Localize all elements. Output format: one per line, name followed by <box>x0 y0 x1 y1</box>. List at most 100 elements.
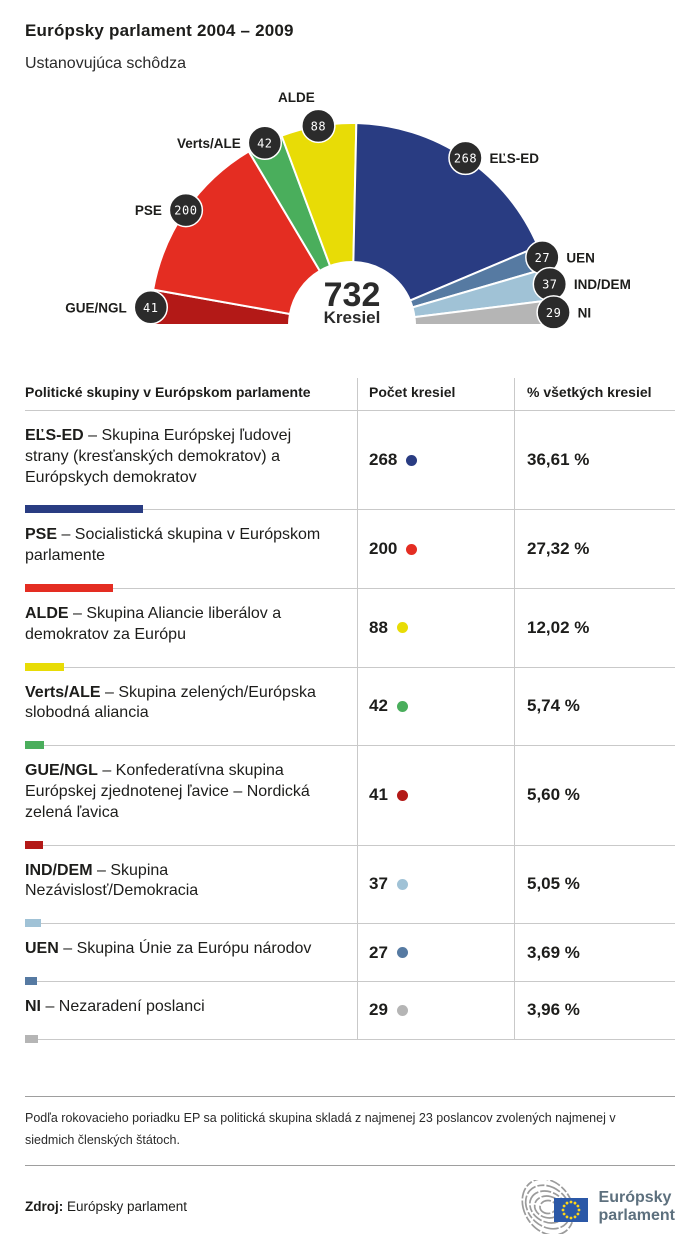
seat-badge-value: 29 <box>546 306 561 320</box>
table-row-UEN: UEN – Skupina Únie za Európu národov 27 3,… <box>25 924 675 985</box>
star-dot <box>573 1215 576 1218</box>
seats-cell: 88 <box>357 588 514 667</box>
page-subtitle: Ustanovujúca schôdza <box>25 55 186 72</box>
star-dot <box>562 1212 566 1215</box>
seats-cell: 200 <box>357 510 514 588</box>
chart-segments <box>148 122 556 326</box>
seat-badge-Verts/ALE <box>247 125 283 161</box>
source-line: Zdroj: Európsky parlament <box>25 1199 187 1214</box>
group-name: Verts/ALE – Skupina zelených/Európska sl… <box>25 683 316 722</box>
seat-badge-NI <box>536 295 571 330</box>
group-name: UEN – Skupina Únie za Európu národov <box>25 940 312 958</box>
share-bar <box>25 741 44 750</box>
group-code: IND/DEM <box>25 861 93 879</box>
total-seats-label: Kresiel <box>324 308 381 327</box>
color-dot <box>406 454 418 466</box>
table-row-EĽS-ED: EĽS-ED – Skupina Európskej ľudovej stran… <box>25 411 675 514</box>
group-code: NI <box>25 997 41 1015</box>
percent-value: 36,61 % <box>514 411 675 510</box>
table-row-GUE/NGL: GUE/NGL – Konfederatívna skupina Európsk… <box>25 746 675 849</box>
header-block: Európsky parlament 2004 – 2009 Ustanovuj… <box>0 0 700 73</box>
seat-count: 37 <box>369 874 388 894</box>
group-code: Verts/ALE <box>25 683 101 701</box>
groups-table: Politické skupiny v Európskom parlamente… <box>25 378 675 1043</box>
seat-badge-value: 42 <box>257 136 272 150</box>
seat-count: 42 <box>369 696 388 716</box>
source-value: Európsky parlament <box>63 1199 188 1214</box>
seats-cell: 42 <box>357 667 514 746</box>
group-name: EĽS-ED – Skupina Európskej ľudovej stran… <box>25 427 292 486</box>
share-bar <box>25 976 37 985</box>
star-dot <box>565 1201 568 1204</box>
group-code: EĽS-ED <box>25 427 84 444</box>
chart-group-labels: GUE/NGL PSE Verts/ALE ALDE EĽS-ED UEN IND/DEM N… <box>65 90 631 320</box>
group-label-ALDE: ALDE <box>278 90 315 105</box>
seat-badge-GUE/NGL <box>133 290 169 325</box>
share-bar <box>25 840 44 849</box>
color-dot <box>406 543 418 555</box>
seats-cell: 27 <box>357 924 514 981</box>
color-dot <box>396 622 408 634</box>
color-dot <box>396 878 408 890</box>
group-code: PSE <box>25 526 58 544</box>
group-name: ALDE – Skupina Aliancie liberálov a demo… <box>25 604 282 643</box>
table-row-PSE: PSE – Socialistická skupina v Európskom … <box>25 510 675 592</box>
color-dot <box>396 789 408 801</box>
footnote-text: Podľa rokovacieho poriadku EP sa politic… <box>25 1110 616 1147</box>
group-label-PSE: PSE <box>135 203 162 218</box>
star-dot <box>577 1208 580 1211</box>
seat-count: 41 <box>369 785 388 805</box>
star-dot <box>576 1204 579 1207</box>
table-row-ALDE: ALDE – Skupina Aliancie liberálov a demo… <box>25 588 675 671</box>
group-label-IND/DEM: IND/DEM <box>574 277 631 292</box>
seat-badge-value: 88 <box>311 119 326 133</box>
share-bar <box>25 919 42 928</box>
percent-value: 5,60 % <box>514 746 675 845</box>
bottom-row: Zdroj: Európsky parlament Európsky parla… <box>25 1179 675 1234</box>
seat-badge-value: 37 <box>542 278 557 292</box>
share-bar <box>25 662 64 671</box>
chart-segment-EĽS-ED <box>352 122 540 302</box>
seat-count: 88 <box>369 617 388 637</box>
ep-logo: Európsky parlament <box>520 1179 675 1234</box>
seats-cell: 29 <box>357 981 514 1039</box>
hemicycle-chart: 41 200 42 88 268 27 37 29 GUE/NGL PSE Verts/ALE AL… <box>65 90 631 330</box>
group-code: UEN <box>25 940 59 958</box>
seat-count: 27 <box>369 942 388 962</box>
seat-badge-ALDE <box>301 108 336 144</box>
table-rows: EĽS-ED – Skupina Európskej ľudovej stran… <box>25 411 675 1043</box>
chart-segment-PSE <box>151 150 322 316</box>
ep-logo-text: Európsky parlament <box>599 1189 675 1225</box>
table-row-NI: NI – Nezaradení poslanci 29 3,96 % <box>25 981 675 1043</box>
ep-logo-text-line2: parlament <box>598 1206 675 1224</box>
column-header-percent: % všetkých kresiel <box>514 378 675 410</box>
seat-count: 29 <box>369 1000 388 1020</box>
group-code: ALDE <box>25 604 69 622</box>
group-label-Verts/ALE: Verts/ALE <box>177 136 241 151</box>
star-dot <box>561 1208 564 1211</box>
percent-value: 3,96 % <box>514 981 675 1039</box>
percent-value: 3,69 % <box>514 924 675 981</box>
group-name: IND/DEM – Skupina Nezávislosť/Demokracia <box>25 861 199 900</box>
color-dot <box>396 700 408 712</box>
table-row-Verts/ALE: Verts/ALE – Skupina zelených/Európska sl… <box>25 667 675 750</box>
table-header-row: Politické skupiny v Európskom parlamente… <box>25 378 675 411</box>
group-label-GUE/NGL: GUE/NGL <box>65 300 127 315</box>
seat-badge-PSE <box>168 192 204 228</box>
star-dot <box>573 1201 576 1204</box>
seat-count: 268 <box>369 450 398 470</box>
source-label: Zdroj: <box>25 1199 64 1214</box>
share-bar <box>25 505 143 514</box>
color-dot <box>396 1004 408 1016</box>
seat-badge-value: 27 <box>535 251 550 265</box>
group-code: GUE/NGL <box>25 762 98 780</box>
total-seats-value: 732 <box>324 276 381 314</box>
star-dot <box>562 1204 566 1207</box>
table-row-IND/DEM: IND/DEM – Skupina Nezávislosť/Demokracia… <box>25 845 675 928</box>
ep-logo-text-line1: Európsky <box>598 1188 672 1206</box>
percent-value: 27,32 % <box>514 510 675 588</box>
star-dot <box>576 1212 579 1215</box>
seats-cell: 268 <box>357 411 514 510</box>
seat-count: 200 <box>369 539 398 559</box>
color-dot <box>396 947 408 959</box>
